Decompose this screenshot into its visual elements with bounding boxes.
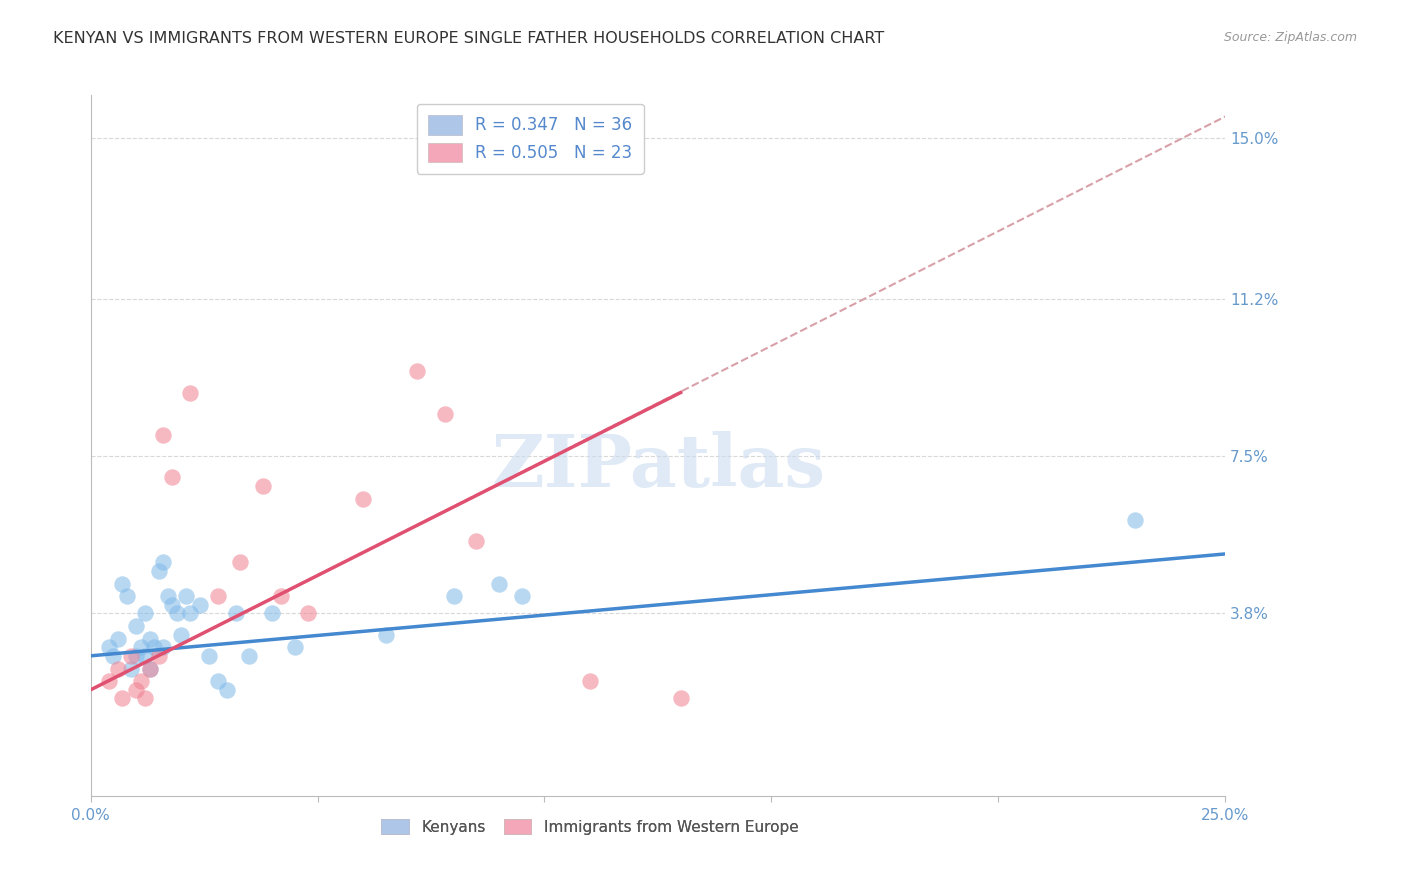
Point [134,691,156,706]
Point [152,556,174,570]
Point [152,640,174,655]
Point [252,479,274,493]
Point [134,607,156,621]
Point [1123,513,1146,527]
Point [125,648,148,663]
Point [352,491,374,506]
Point [125,682,148,697]
Point [97,640,120,655]
Point [156,590,179,604]
Point [121,648,143,663]
Point [207,590,229,604]
Point [121,662,143,676]
Point [129,674,152,689]
Point [488,576,510,591]
Point [111,576,134,591]
Point [138,632,160,646]
Point [97,674,120,689]
Point [179,607,201,621]
Point [510,590,533,604]
Point [443,590,465,604]
Point [174,590,197,604]
Point [179,385,201,400]
Point [162,598,184,612]
Point [134,648,156,663]
Point [138,662,160,676]
Text: ZIPatlas: ZIPatlas [491,431,825,502]
Point [238,648,260,663]
Point [270,590,292,604]
Text: KENYAN VS IMMIGRANTS FROM WESTERN EUROPE SINGLE FATHER HOUSEHOLDS CORRELATION CH: KENYAN VS IMMIGRANTS FROM WESTERN EUROPE… [53,31,884,46]
Point [143,640,166,655]
Text: Source: ZipAtlas.com: Source: ZipAtlas.com [1223,31,1357,45]
Point [170,627,193,641]
Point [166,607,188,621]
Point [229,556,252,570]
Point [107,662,129,676]
Point [148,648,170,663]
Point [284,640,307,655]
Point [152,428,174,442]
Point [103,648,125,663]
Point [162,470,184,484]
Point [197,648,219,663]
Point [115,590,138,604]
Point [374,627,396,641]
Point [433,407,456,421]
Point [669,691,692,706]
Point [111,691,134,706]
Point [465,534,488,549]
Point [148,564,170,578]
Legend: Kenyans, Immigrants from Western Europe: Kenyans, Immigrants from Western Europe [375,813,804,841]
Point [215,682,238,697]
Point [125,619,148,633]
Point [406,364,429,378]
Point [207,674,229,689]
Point [138,662,160,676]
Point [297,607,319,621]
Point [262,607,284,621]
Point [107,632,129,646]
Point [188,598,211,612]
Point [225,607,247,621]
Point [129,640,152,655]
Point [579,674,602,689]
